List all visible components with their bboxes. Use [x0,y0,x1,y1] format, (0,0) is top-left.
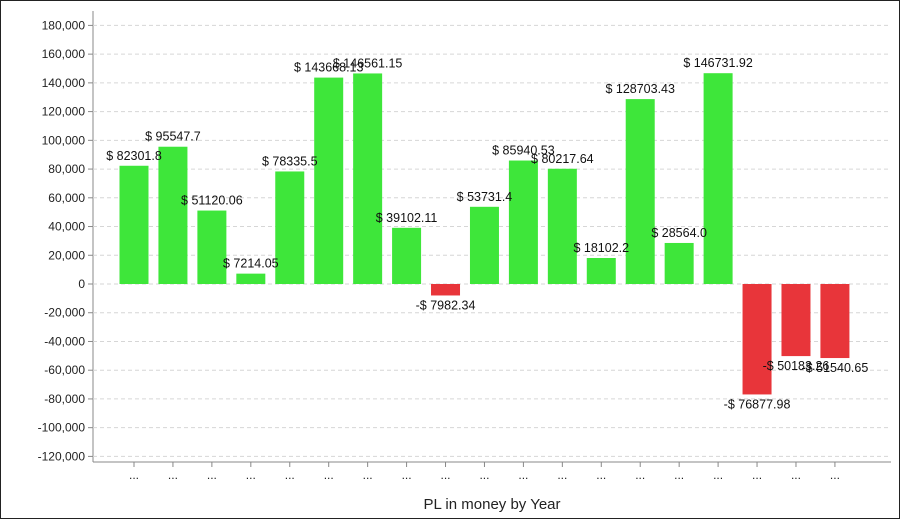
bar [314,77,344,284]
y-tick-label: -80,000 [44,392,85,406]
x-tick-label: ... [246,468,256,482]
x-tick-label: ... [285,468,295,482]
y-tick-label: 40,000 [48,220,85,234]
x-tick-label: ... [713,468,723,482]
x-tick-label: ... [402,468,412,482]
bar-data-label: $ 82301.8 [106,149,162,163]
bar-data-label: $ 80217.64 [531,152,594,166]
x-tick-label: ... [674,468,684,482]
y-axis-ticks: 180,000 160,000 140,000 120,000 100,000 80,00… [38,18,93,463]
y-tick-label: -100,000 [38,421,86,435]
bar-data-label: $ 146561.15 [333,56,403,70]
x-tick-label: ... [791,468,801,482]
bar [353,73,383,284]
y-tick-label: 60,000 [48,191,85,205]
x-tick-label: ... [557,468,567,482]
bar-data-label: $ 39102.11 [376,211,438,225]
x-tick-label: ... [441,468,451,482]
bar [625,99,655,284]
bar [119,165,149,284]
y-tick-label: -120,000 [38,449,86,463]
bar [781,284,811,357]
bar-data-label: $ 128703.43 [605,82,675,96]
x-tick-label: ... [324,468,334,482]
y-tick-label: 80,000 [48,162,85,176]
bar [392,227,422,284]
x-tick-label: ... [635,468,645,482]
bar [547,168,577,284]
bar [197,210,227,284]
bar-data-label: -$ 76877.98 [724,397,791,411]
y-tick-label: 160,000 [42,47,86,61]
data-labels: $ 82301.8 $ 95547.7 $ 51120.06 $ 7214.05 $ 7… [106,56,868,411]
x-tick-label: ... [596,468,606,482]
x-tick-label: ... [129,468,139,482]
y-tick-label: -40,000 [44,334,85,348]
bar-data-label: $ 143668.13 [294,61,364,75]
bar-data-label: $ 7214.05 [223,257,279,271]
bar-data-label: -$ 7982.34 [416,298,476,312]
bar-data-label: -$ 51540.65 [802,361,869,375]
bar [275,171,305,284]
bar [703,73,733,284]
bar-data-label: $ 51120.06 [181,194,243,208]
y-tick-label: 120,000 [42,105,86,119]
x-tick-label: ... [830,468,840,482]
bar [236,273,266,284]
bar-data-label: -$ 50183.26 [763,359,830,373]
bar [431,284,461,296]
bar-data-label: $ 85940.53 [492,144,555,158]
x-tick-label: ... [168,468,178,482]
y-tick-label: 180,000 [42,18,86,32]
y-tick-label: 100,000 [42,133,86,147]
bar [820,284,850,359]
x-tick-label: ... [752,468,762,482]
y-tick-label: 140,000 [42,76,86,90]
bar-data-label: $ 18102.2 [573,241,629,255]
x-axis-title: PL in money by Year [423,496,560,513]
x-tick-label: ... [363,468,373,482]
y-tick-label: 0 [78,277,85,291]
bar-data-label: $ 28564.0 [651,226,707,240]
x-tick-label: ... [518,468,528,482]
y-tick-label: -60,000 [44,363,85,377]
x-axis-ticks: ........................................… [129,462,840,482]
bar [586,257,616,284]
bar [664,242,694,284]
bar [508,160,538,284]
bar-data-label: $ 53731.4 [457,190,513,204]
bar-data-label: $ 146731.92 [683,56,753,70]
bar [469,206,499,284]
bars [119,73,850,395]
bar [742,284,772,395]
x-tick-label: ... [207,468,217,482]
x-tick-label: ... [479,468,489,482]
bar [158,146,188,284]
bar-data-label: $ 95547.7 [145,130,201,144]
bar-data-label: $ 78335.5 [262,154,318,168]
y-tick-label: -20,000 [44,306,85,320]
y-tick-label: 20,000 [48,248,85,262]
